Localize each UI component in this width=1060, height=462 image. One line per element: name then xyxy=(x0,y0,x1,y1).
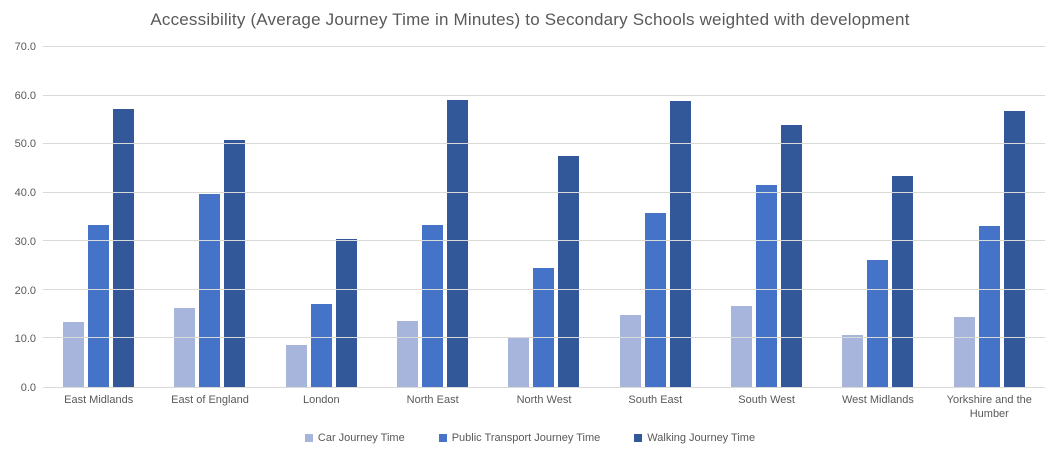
bar-group xyxy=(934,47,1045,387)
bar xyxy=(953,317,975,387)
bar xyxy=(199,194,221,387)
y-axis-tick-label: 60.0 xyxy=(14,89,36,102)
bar-groups xyxy=(43,47,1045,387)
bar xyxy=(447,99,469,387)
y-axis-tick-label: 0.0 xyxy=(20,382,36,394)
bar xyxy=(113,108,135,387)
legend-label: Car Journey Time xyxy=(317,432,405,444)
bar xyxy=(174,307,196,387)
bar xyxy=(669,100,691,387)
bar-group xyxy=(266,47,377,387)
x-axis-category-label: East of England xyxy=(171,394,249,406)
bar xyxy=(1003,110,1025,387)
x-axis: East Midlands East of England London North … xyxy=(43,393,1045,421)
bar xyxy=(224,140,246,387)
legend-item: Car Journey Time xyxy=(304,432,405,444)
x-axis-category-label: West Midlands xyxy=(841,394,914,406)
bar xyxy=(88,224,110,387)
y-axis: 0.0 10.0 20.0 30.0 40.0 50.0 60.0 70.0 xyxy=(0,41,36,394)
bar-group xyxy=(377,47,488,387)
bar xyxy=(533,268,555,387)
bar-group xyxy=(154,47,265,387)
gridline xyxy=(43,288,1045,290)
bar xyxy=(731,305,753,387)
bar xyxy=(63,321,85,387)
bar xyxy=(842,335,864,387)
chart-title: Accessibility (Average Journey Time in M… xyxy=(150,10,910,29)
legend-label: Public Transport Journey Time xyxy=(451,432,601,444)
gridline xyxy=(43,337,1045,339)
y-axis-tick-label: 30.0 xyxy=(14,235,36,248)
y-axis-tick-label: 10.0 xyxy=(14,333,36,346)
legend-item: Walking Journey Time xyxy=(634,432,755,444)
bar-group xyxy=(600,47,711,387)
x-axis-category-label: South East xyxy=(628,394,683,406)
gridline xyxy=(43,143,1045,145)
y-axis-tick-label: 70.0 xyxy=(14,41,36,53)
legend-swatch xyxy=(634,434,643,442)
bar xyxy=(978,226,1000,387)
x-axis-category-label: North West xyxy=(516,394,572,406)
x-axis-category-label: East Midlands xyxy=(64,394,134,406)
bar xyxy=(422,224,444,387)
legend-swatch xyxy=(304,434,313,442)
x-axis-category-label: Yorkshire and the Humber xyxy=(946,394,1032,420)
bar xyxy=(867,260,889,387)
bar xyxy=(558,156,580,387)
bar xyxy=(892,176,914,387)
legend-label: Walking Journey Time xyxy=(647,432,756,444)
y-axis-tick-label: 50.0 xyxy=(14,138,36,151)
gridline xyxy=(43,240,1045,242)
bar xyxy=(508,336,530,387)
bar xyxy=(756,185,778,387)
bar-group xyxy=(488,47,599,387)
bar xyxy=(285,345,307,387)
x-axis-category-label: London xyxy=(302,394,340,406)
bar xyxy=(397,320,419,387)
bar xyxy=(335,238,357,387)
y-axis-tick-label: 40.0 xyxy=(14,187,36,200)
gridline xyxy=(43,191,1045,193)
bar-group xyxy=(711,47,822,387)
bar xyxy=(310,303,332,387)
gridline xyxy=(43,94,1045,96)
bar xyxy=(781,124,803,387)
bar xyxy=(619,314,641,387)
legend: Car Journey Time Public Transport Journey… xyxy=(0,432,1060,444)
x-axis-category-label: South West xyxy=(738,394,795,406)
x-axis-category-label: North East xyxy=(406,394,459,406)
y-axis-tick-label: 20.0 xyxy=(14,284,36,297)
legend-item: Public Transport Journey Time xyxy=(438,432,601,444)
plot-area xyxy=(43,46,1045,388)
legend-swatch xyxy=(438,434,447,442)
bar-group xyxy=(822,47,933,387)
bar-group xyxy=(43,47,154,387)
bar xyxy=(644,213,666,387)
gridline xyxy=(43,46,1045,47)
